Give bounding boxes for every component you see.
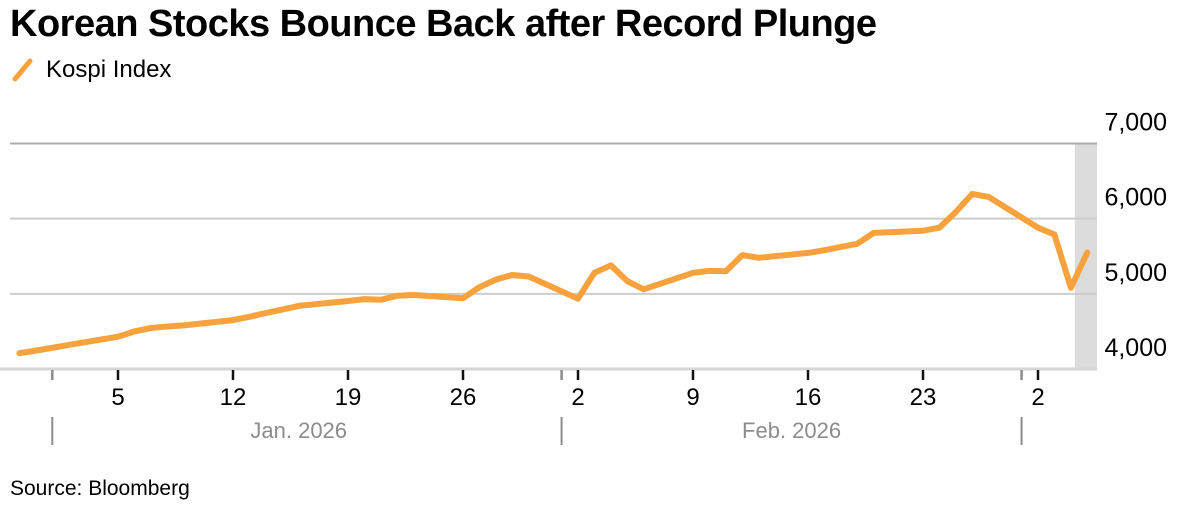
legend-series-label: Kospi Index <box>46 56 172 83</box>
y-axis-label: 6,000 <box>1104 184 1167 212</box>
page-title: Korean Stocks Bounce Back after Record P… <box>10 3 877 45</box>
x-tick-label: 9 <box>686 384 699 411</box>
legend: Kospi Index <box>12 56 171 84</box>
x-tick-label: 16 <box>795 384 822 411</box>
source-note: Source: Bloomberg <box>10 477 190 500</box>
x-tick-label: 23 <box>910 384 937 411</box>
x-tick-label: 26 <box>450 384 477 411</box>
x-tick-label: 2 <box>571 384 584 411</box>
month-label: Jan. 2026 <box>250 418 347 443</box>
x-tick-label: 19 <box>335 384 362 411</box>
y-axis-label: 7,000 <box>1104 109 1167 137</box>
x-tick-label: 2 <box>1031 384 1044 411</box>
x-tick-label: 12 <box>220 384 247 411</box>
series-swatch-icon <box>12 58 33 81</box>
y-axis-label: 4,000 <box>1104 334 1167 362</box>
kospi-line <box>16 190 1091 357</box>
x-tick-label: 5 <box>111 384 124 411</box>
month-label: Feb. 2026 <box>742 418 841 443</box>
y-axis-label: 5,000 <box>1104 259 1167 287</box>
